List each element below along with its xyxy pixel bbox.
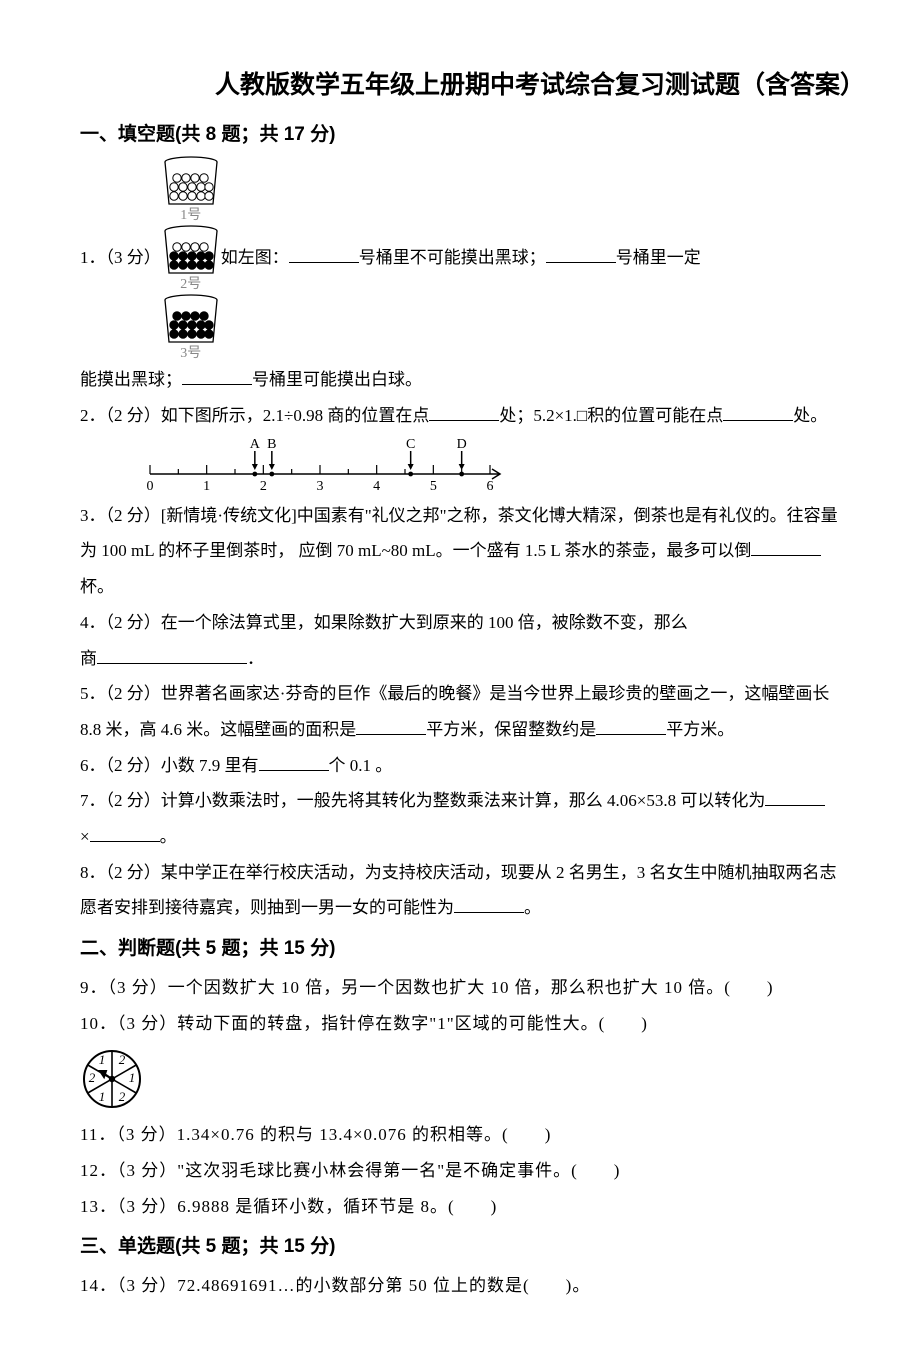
q2-blank-1[interactable] (429, 401, 499, 421)
q7-b: × (80, 827, 90, 846)
q9-text: 9．（3 分）一个因数扩大 10 倍，另一个因数也扩大 10 倍，那么积也扩大 … (80, 978, 774, 997)
svg-text:D: D (457, 438, 467, 452)
q7-blank-2[interactable] (90, 822, 160, 842)
q7-blank-1[interactable] (765, 787, 825, 807)
question-8-line1: 8．（2 分）某中学正在举行校庆活动，为支持校庆活动，现要从 2 名男生，3 名… (80, 855, 920, 891)
q3-blank[interactable] (751, 537, 821, 557)
question-5-line1: 5．（2 分）世界著名画家达·芬奇的巨作《最后的晚餐》是当今世界上最珍贵的壁画之… (80, 676, 920, 712)
svg-text:C: C (406, 438, 415, 452)
page-title: 人教版数学五年级上册期中考试综合复习测试题（含答案） (80, 60, 920, 110)
question-12: 12．（3 分）"这次羽毛球比赛小林会得第一名"是不确定事件。( ) (80, 1153, 920, 1189)
q5-d: 平方米。 (666, 720, 734, 739)
bucket-1-svg (163, 156, 219, 206)
q1-blank-3[interactable] (182, 366, 252, 386)
bucket-2-label: 2号 (180, 277, 201, 294)
question-10: 10．（3 分）转动下面的转盘，指针停在数字"1"区域的可能性大。( ) (80, 1006, 920, 1042)
q14-text: 14．（3 分）72.48691691…的小数部分第 50 位上的数是( )。 (80, 1276, 590, 1295)
q5-b: 8.8 米，高 4.6 米。这幅壁画的面积是 (80, 720, 356, 739)
question-9: 9．（3 分）一个因数扩大 10 倍，另一个因数也扩大 10 倍，那么积也扩大 … (80, 970, 920, 1006)
q11-text: 11．（3 分）1.34×0.76 的积与 13.4×0.076 的积相等。( … (80, 1125, 551, 1144)
q1-line2-b: 号桶里可能摸出白球。 (252, 370, 422, 389)
section-2-header: 二、判断题(共 5 题；共 15 分) (80, 930, 920, 968)
svg-text:1: 1 (99, 1089, 106, 1104)
question-3-line3: 杯。 (80, 569, 920, 605)
buckets-figure: 1号 2号 (163, 156, 219, 362)
bucket-3-svg (163, 294, 219, 344)
question-14: 14．（3 分）72.48691691…的小数部分第 50 位上的数是( )。 (80, 1268, 920, 1304)
bucket-2: 2号 (163, 225, 219, 294)
q13-text: 13．（3 分）6.9888 是循环小数，循环节是 8。( ) (80, 1197, 497, 1216)
section-3-header: 三、单选题(共 5 题；共 15 分) (80, 1228, 920, 1266)
bucket-3-label: 3号 (180, 346, 201, 363)
question-7-line1: 7．（2 分）计算小数乘法时，一般先将其转化为整数乘法来计算，那么 4.06×5… (80, 783, 920, 819)
question-2: 2．（2 分）如下图所示，2.1÷0.98 商的位置在点 处；5.2×1.□积的位… (80, 398, 920, 434)
q6-blank[interactable] (259, 751, 329, 771)
q5-c: 平方米，保留整数约是 (426, 720, 596, 739)
q6-b: 个 0.1 。 (329, 756, 393, 775)
svg-text:2: 2 (119, 1052, 126, 1067)
bucket-3: 3号 (163, 294, 219, 363)
spinner-svg: 1 2 1 2 1 2 (80, 1047, 144, 1111)
question-7-line2: ×。 (80, 819, 920, 855)
bucket-1: 1号 (163, 156, 219, 225)
q4-b: 商 (80, 649, 97, 668)
svg-text:2: 2 (119, 1089, 126, 1104)
svg-text:A: A (250, 438, 261, 452)
q7-a: 7．（2 分）计算小数乘法时，一般先将其转化为整数乘法来计算，那么 4.06×5… (80, 791, 765, 810)
q5-blank-2[interactable] (596, 715, 666, 735)
question-13: 13．（3 分）6.9888 是循环小数，循环节是 8。( ) (80, 1189, 920, 1225)
q4-blank[interactable] (97, 644, 247, 664)
svg-text:2: 2 (260, 479, 267, 494)
q2-prefix: 2．（2 分）如下图所示，2.1÷0.98 商的位置在点 (80, 406, 429, 425)
q3-b: 为 100 mL 的杯子里倒茶时， 应倒 70 mL~80 mL。一个盛有 1.… (80, 541, 751, 560)
svg-text:0: 0 (147, 479, 154, 494)
svg-text:B: B (267, 438, 276, 452)
q1-prefix: 1．（3 分） (80, 248, 161, 267)
q2-suffix: 处。 (793, 406, 827, 425)
svg-text:1: 1 (203, 479, 210, 494)
q10-text: 10．（3 分）转动下面的转盘，指针停在数字"1"区域的可能性大。( ) (80, 1014, 648, 1033)
question-8-line2: 愿者安排到接待嘉宾，则抽到一男一女的可能性为 。 (80, 890, 920, 926)
svg-text:5: 5 (430, 479, 437, 494)
q7-c: 。 (160, 827, 177, 846)
svg-text:1: 1 (129, 1070, 136, 1085)
q1-text-c: 号桶里一定 (616, 248, 701, 267)
section-1-header: 一、填空题(共 8 题；共 17 分) (80, 116, 920, 154)
q6-a: 6．（2 分）小数 7.9 里有 (80, 756, 259, 775)
q1-blank-1[interactable] (289, 243, 359, 263)
bucket-2-svg (163, 225, 219, 275)
q8-blank[interactable] (454, 894, 524, 914)
q8-c: 。 (524, 898, 541, 917)
svg-text:2: 2 (89, 1070, 96, 1085)
q10-spinner: 1 2 1 2 1 2 (80, 1047, 920, 1111)
q1-text-a: 如左图： (221, 248, 289, 267)
q1-text-b: 号桶里不可能摸出黑球； (359, 248, 546, 267)
q2-mid: 处；5.2×1.□积的位置可能在点 (499, 406, 723, 425)
question-5-line2: 8.8 米，高 4.6 米。这幅壁画的面积是 平方米，保留整数约是 平方米。 (80, 712, 920, 748)
question-1: 1．（3 分） 1号 (80, 156, 920, 362)
q5-blank-1[interactable] (356, 715, 426, 735)
numberline-svg: 0 1 2 3 4 5 6 AB C D (140, 438, 520, 494)
question-3-line1: 3．（2 分）[新情境·传统文化]中国素有"礼仪之邦"之称，茶文化博大精深，倒茶… (80, 498, 920, 534)
svg-text:4: 4 (373, 479, 380, 494)
question-4-line1: 4．（2 分）在一个除法算式里，如果除数扩大到原来的 100 倍，被除数不变，那… (80, 605, 920, 641)
q2-numberline: 0 1 2 3 4 5 6 AB C D (140, 438, 920, 494)
question-11: 11．（3 分）1.34×0.76 的积与 13.4×0.076 的积相等。( … (80, 1117, 920, 1153)
svg-text:3: 3 (317, 479, 324, 494)
q2-blank-2[interactable] (723, 401, 793, 421)
q1-blank-2[interactable] (546, 243, 616, 263)
q8-b: 愿者安排到接待嘉宾，则抽到一男一女的可能性为 (80, 898, 454, 917)
question-3-line2: 为 100 mL 的杯子里倒茶时， 应倒 70 mL~80 mL。一个盛有 1.… (80, 533, 920, 569)
q1-line2-a: 能摸出黑球； (80, 370, 182, 389)
q4-c: ． (247, 649, 264, 668)
q12-text: 12．（3 分）"这次羽毛球比赛小林会得第一名"是不确定事件。( ) (80, 1161, 620, 1180)
svg-text:1: 1 (99, 1052, 106, 1067)
svg-text:6: 6 (487, 479, 494, 494)
bucket-1-label: 1号 (180, 208, 201, 225)
question-4-line2: 商． (80, 641, 920, 677)
question-6: 6．（2 分）小数 7.9 里有 个 0.1 。 (80, 748, 920, 784)
question-1-line2: 能摸出黑球； 号桶里可能摸出白球。 (80, 362, 920, 398)
